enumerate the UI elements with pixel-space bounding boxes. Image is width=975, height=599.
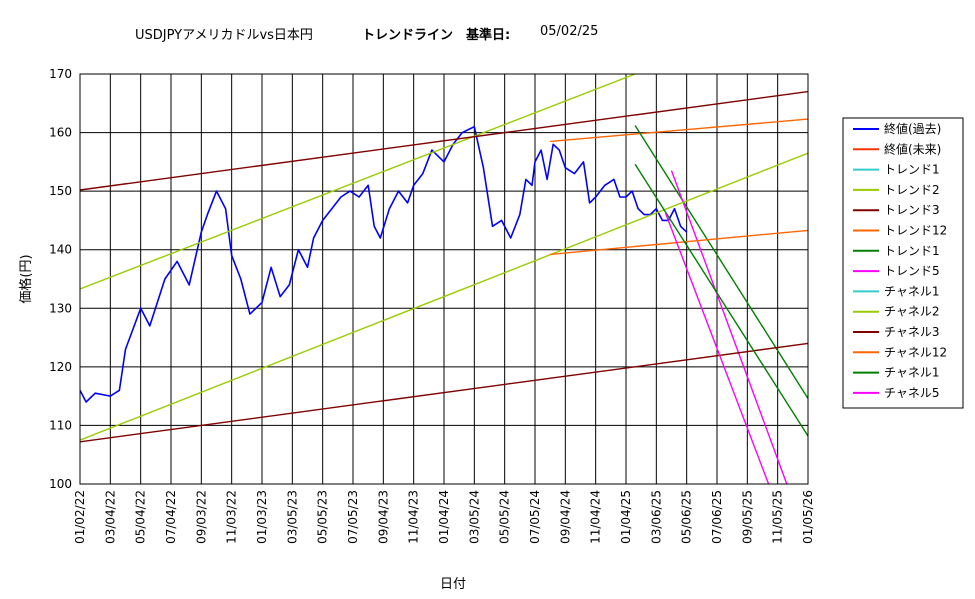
series-line-7 <box>670 170 788 484</box>
x-axis-ticks: 01/02/22 03/04/22 05/04/22 07/04/22 09/03/22… <box>73 490 815 544</box>
y-tick-label: 140 <box>49 243 72 257</box>
legend-label: チャネル2 <box>884 305 940 319</box>
series-line-5 <box>550 118 808 143</box>
series-line-13 <box>664 212 770 484</box>
y-axis-ticks: 100 110 120 130 140 150 160 170 <box>49 67 72 491</box>
y-tick-label: 120 <box>49 360 72 374</box>
x-tick-label: 07/06/25 <box>710 490 724 544</box>
series-line-6 <box>634 125 808 399</box>
x-tick-label: 03/05/24 <box>467 490 481 544</box>
y-axis-title: 価格(円) <box>18 254 34 303</box>
x-tick-label: 09/03/22 <box>194 490 208 544</box>
legend-label: トレンド3 <box>884 203 940 217</box>
series-line-10 <box>80 342 808 443</box>
x-tick-label: 03/06/25 <box>649 490 663 544</box>
legend: 終値(過去) 終値(未来) トレンド1 トレンド2 トレンド3 トレンド12 トレンド1 トレ… <box>853 121 947 400</box>
y-tick-label: 170 <box>49 67 72 81</box>
legend-label: チャネル12 <box>884 345 947 359</box>
x-tick-label: 09/04/24 <box>558 490 572 544</box>
x-tick-label: 11/04/24 <box>589 490 603 544</box>
x-tick-label: 01/05/26 <box>801 490 815 544</box>
legend-label: 終値(未来) <box>884 141 941 156</box>
chart-title-trendline: トレンドライン 基準日: <box>362 28 511 43</box>
x-tick-label: 05/04/22 <box>134 490 148 544</box>
legend-label: トレンド1 <box>884 163 940 177</box>
x-tick-label: 05/05/23 <box>316 490 330 544</box>
legend-label: トレンド2 <box>884 183 940 197</box>
x-tick-label: 01/04/24 <box>437 490 451 544</box>
y-tick-label: 110 <box>49 418 72 432</box>
x-tick-label: 11/05/25 <box>771 490 785 544</box>
x-tick-label: 07/04/22 <box>164 490 178 544</box>
chart-title-symbol: USDJPYアメリカドルvs日本円 <box>135 28 313 43</box>
x-tick-label: 01/03/23 <box>255 490 269 544</box>
x-tick-label: 11/04/23 <box>407 490 421 544</box>
x-tick-label: 03/05/23 <box>285 490 299 544</box>
series-line-9 <box>80 152 808 441</box>
legend-label: チャネル1 <box>884 284 940 298</box>
y-tick-label: 100 <box>49 477 72 491</box>
legend-label: トレンド5 <box>884 264 940 278</box>
x-tick-label: 11/03/22 <box>225 490 239 544</box>
y-tick-label: 130 <box>49 301 72 315</box>
series-line-0 <box>80 125 688 403</box>
grid-lines <box>79 73 809 485</box>
x-tick-label: 01/02/22 <box>73 490 87 544</box>
x-tick-label: 01/04/25 <box>619 490 633 544</box>
series-line-3 <box>80 74 636 290</box>
legend-label: チャネル5 <box>884 386 940 400</box>
y-tick-label: 160 <box>49 126 72 140</box>
legend-label: トレンド1 <box>884 244 940 258</box>
x-tick-label: 03/04/22 <box>103 490 117 544</box>
legend-label: トレンド12 <box>884 224 947 238</box>
legend-label: 終値(過去) <box>884 121 941 136</box>
series-group <box>80 74 808 484</box>
legend-label: チャネル3 <box>884 325 940 339</box>
x-tick-label: 09/05/25 <box>740 490 754 544</box>
x-tick-label: 07/05/23 <box>346 490 360 544</box>
series-line-12 <box>634 163 808 437</box>
chart-title-date: 05/02/25 <box>540 24 599 39</box>
series-line-11 <box>550 229 808 256</box>
plot-area-border <box>79 73 809 485</box>
x-tick-label: 09/04/23 <box>376 490 390 544</box>
legend-box <box>842 117 964 409</box>
x-tick-label: 05/06/25 <box>680 490 694 544</box>
y-tick-label: 150 <box>49 184 72 198</box>
series-line-4 <box>80 90 808 191</box>
x-tick-label: 05/05/24 <box>498 490 512 544</box>
x-axis-title: 日付 <box>440 577 466 592</box>
x-tick-label: 07/05/24 <box>528 490 542 544</box>
legend-label: チャネル1 <box>884 366 940 380</box>
